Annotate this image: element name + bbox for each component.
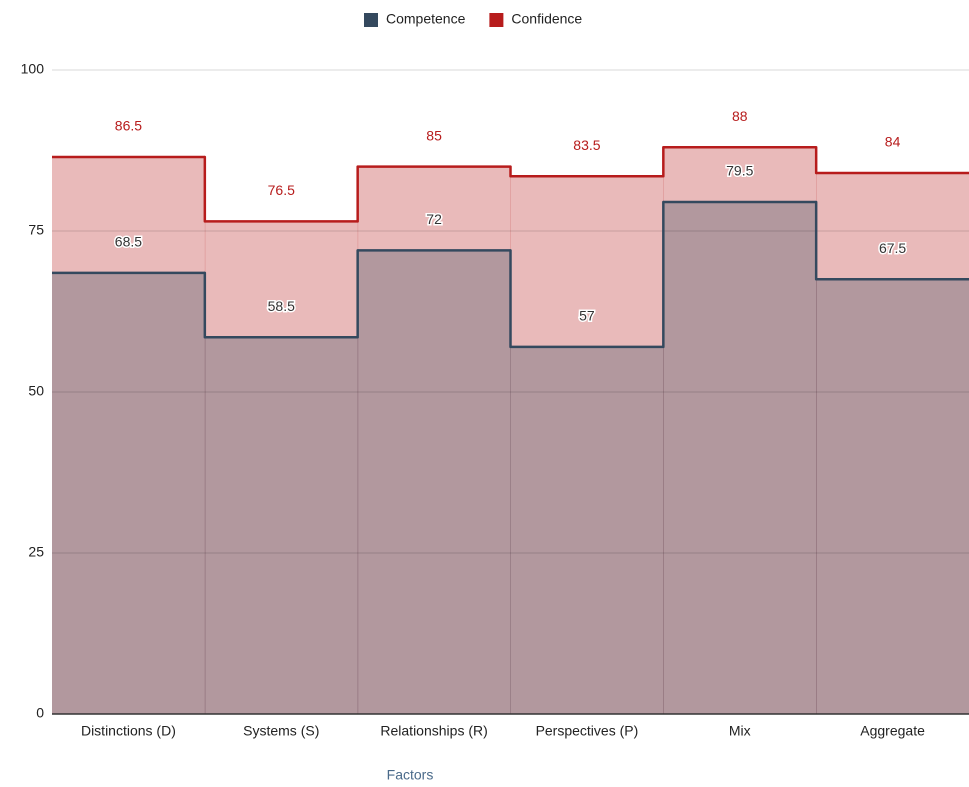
area-step	[52, 156, 206, 714]
y-tick-label: 25	[28, 544, 44, 560]
data-label: 68.5	[115, 234, 142, 250]
area-step	[204, 337, 359, 714]
data-label: 79.5	[726, 163, 753, 179]
area-step	[510, 176, 664, 714]
area-step	[816, 173, 969, 715]
data-label: 83.5	[573, 137, 600, 153]
x-tick-label: Systems (S)	[243, 723, 319, 739]
area-step	[357, 166, 511, 715]
data-label: 57	[579, 308, 595, 324]
legend-label: Competence	[386, 11, 466, 27]
y-tick-label: 50	[28, 383, 44, 399]
area-step	[52, 272, 206, 714]
x-tick-label: Aggregate	[860, 723, 925, 739]
data-label: 85	[426, 127, 442, 143]
y-tick-label: 0	[36, 705, 44, 721]
area-step	[204, 221, 359, 714]
area-step	[663, 202, 817, 714]
y-tick-label: 75	[28, 222, 44, 238]
area-step	[357, 250, 511, 714]
area-step	[510, 346, 664, 714]
data-label: 58.5	[268, 298, 295, 314]
x-axis-title: Factors	[387, 767, 434, 783]
legend-label: Confidence	[511, 11, 582, 27]
x-tick-label: Mix	[729, 723, 751, 739]
data-label: 67.5	[879, 240, 906, 256]
x-tick-label: Relationships (R)	[380, 723, 487, 739]
legend-swatch	[364, 13, 378, 27]
data-label: 88	[732, 108, 748, 124]
data-label: 76.5	[268, 182, 295, 198]
data-label: 72	[426, 211, 442, 227]
y-tick-label: 100	[21, 61, 45, 77]
x-tick-label: Perspectives (P)	[536, 723, 639, 739]
area-step	[816, 279, 969, 714]
data-label: 84	[885, 134, 901, 150]
data-label: 86.5	[115, 118, 142, 134]
area-step	[663, 147, 817, 714]
x-tick-label: Distinctions (D)	[81, 723, 176, 739]
legend-swatch	[489, 13, 504, 27]
